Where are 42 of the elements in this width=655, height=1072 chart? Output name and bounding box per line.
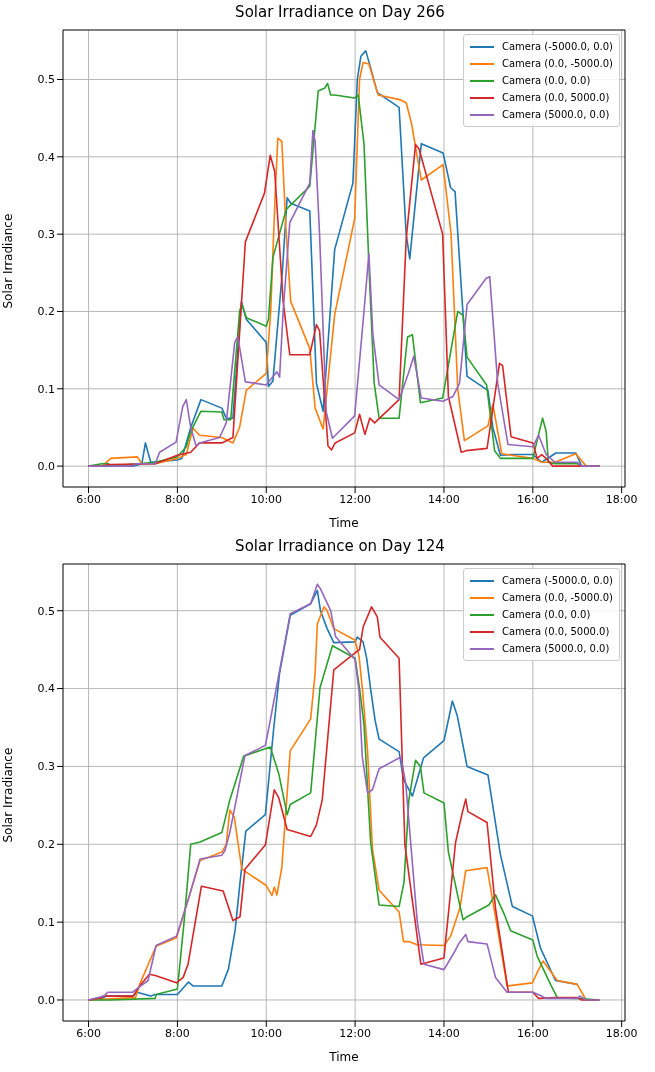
legend-label: Camera (5000.0, 0.0): [501, 643, 610, 654]
x-tick-label: 16:00: [516, 492, 549, 506]
x-tick-label: 18:00: [605, 492, 638, 506]
y-tick-label: 0.2: [37, 838, 55, 852]
x-tick-label: 10:00: [250, 492, 283, 506]
chart-title: Solar Irradiance on Day 266: [234, 2, 446, 23]
x-tick-label: 8:00: [165, 492, 190, 506]
x-tick-label: 14:00: [428, 1026, 460, 1040]
x-axis-title: Time: [328, 1050, 359, 1064]
x-axis-title: Time: [328, 516, 359, 530]
legend-label: Camera (-5000.0, 0.0): [501, 575, 613, 586]
x-tick-label: 6:00: [76, 1026, 101, 1040]
y-tick-label: 0.1: [37, 916, 55, 930]
x-tick-label: 14:00: [428, 492, 460, 506]
y-tick-label: 0.5: [37, 604, 55, 618]
y-tick-label: 0.3: [37, 228, 55, 242]
x-tick-label: 12:00: [339, 492, 371, 506]
x-tick-label: 8:00: [165, 1026, 190, 1040]
x-tick-label: 12:00: [339, 1026, 371, 1040]
legend-label: Camera (5000.0, 0.0): [501, 109, 610, 120]
y-tick-label: 0.0: [37, 460, 55, 474]
legend-label: Camera (0.0, 5000.0): [501, 626, 610, 637]
y-tick-label: 0.4: [37, 150, 55, 164]
legend-label: Camera (0.0, -5000.0): [501, 58, 613, 69]
y-tick-label: 0.3: [37, 760, 55, 774]
x-tick-label: 16:00: [516, 1026, 549, 1040]
y-tick-label: 0.2: [37, 305, 55, 319]
legend-label: Camera (0.0, 0.0): [501, 609, 591, 620]
legend-label: Camera (0.0, 5000.0): [501, 92, 610, 103]
y-tick-label: 0.4: [37, 682, 55, 696]
chart-title: Solar Irradiance on Day 124: [234, 536, 446, 557]
y-tick-label: 0.5: [37, 73, 55, 87]
y-tick-label: 0.1: [37, 382, 55, 396]
x-tick-label: 18:00: [605, 1026, 638, 1040]
y-tick-label: 0.0: [37, 993, 55, 1007]
x-tick-label: 6:00: [76, 492, 101, 506]
legend-label: Camera (-5000.0, 0.0): [501, 41, 613, 52]
y-axis-title: Solar Irradiance: [1, 747, 16, 843]
y-axis-title: Solar Irradiance: [1, 213, 16, 309]
x-tick-label: 10:00: [250, 1026, 283, 1040]
legend-label: Camera (0.0, 0.0): [501, 75, 591, 86]
legend-label: Camera (0.0, -5000.0): [501, 592, 613, 603]
